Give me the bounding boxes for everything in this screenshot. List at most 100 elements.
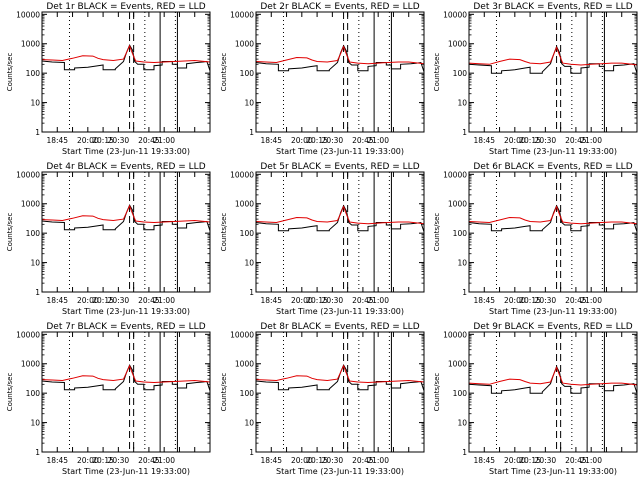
y-tick-label: 100	[26, 69, 41, 78]
series-lld-line	[41, 364, 211, 384]
y-tick-label: 10000	[16, 170, 40, 179]
y-tick-label: 10	[30, 99, 40, 108]
x-tick-label: 18:45	[260, 296, 282, 305]
y-tick-label: 10000	[443, 10, 467, 19]
y-tick-label: 100	[453, 229, 468, 238]
x-tick-label: 21:00	[153, 456, 175, 465]
y-tick-label: 1000	[21, 200, 40, 209]
series-lld-line	[41, 44, 211, 64]
y-tick-label: 10	[244, 419, 254, 428]
y-tick-label: 100	[26, 389, 41, 398]
x-tick-label: 18:45	[260, 456, 282, 465]
y-tick-label: 10000	[230, 10, 254, 19]
x-axis-label: Start Time (23-Jun-11 19:33:00)	[62, 467, 190, 476]
x-axis-label: Start Time (23-Jun-11 19:33:00)	[489, 307, 617, 316]
y-tick-label: 1000	[448, 40, 467, 49]
x-tick-label: 20:45	[565, 296, 587, 305]
series-lld-line	[255, 364, 425, 384]
y-tick-label: 1	[35, 128, 40, 137]
x-tick-label: 20:00	[291, 296, 313, 305]
series-events-line	[41, 43, 211, 71]
panel-title: Det 4r BLACK = Events, RED = LLD	[46, 162, 205, 172]
x-tick-label: 18:45	[473, 456, 495, 465]
y-axis-label: Counts/sec	[6, 53, 14, 92]
x-tick-label: 20:15	[92, 296, 114, 305]
panel-6: Det 6r BLACK = Events, RED = LLD Counts/s…	[433, 162, 638, 316]
panel-title: Det 7r BLACK = Events, RED = LLD	[46, 322, 205, 332]
x-tick-label: 18:45	[473, 136, 495, 145]
x-tick-label: 21:00	[153, 136, 175, 145]
x-tick-label: 20:15	[92, 136, 114, 145]
series-events-line	[41, 363, 211, 391]
panel-3: Det 3r BLACK = Events, RED = LLD Counts/s…	[433, 2, 638, 156]
x-axis-label: Start Time (23-Jun-11 19:33:00)	[62, 307, 190, 316]
y-axis-label: Counts/sec	[220, 53, 228, 92]
x-tick-label: 21:00	[580, 296, 602, 305]
x-tick-label: 20:15	[306, 296, 328, 305]
panel-4: Det 4r BLACK = Events, RED = LLD Counts/s…	[6, 162, 211, 316]
y-tick-label: 10000	[16, 10, 40, 19]
panel-9: Det 9r BLACK = Events, RED = LLD Counts/s…	[433, 322, 638, 476]
series-lld-line	[255, 205, 425, 225]
panel-title: Det 9r BLACK = Events, RED = LLD	[473, 322, 632, 332]
x-tick-label: 20:30	[535, 296, 557, 305]
series-events-line	[468, 45, 638, 74]
x-axis-label: Start Time (23-Jun-11 19:33:00)	[62, 147, 190, 156]
y-tick-label: 1000	[235, 200, 254, 209]
y-tick-label: 10	[457, 99, 467, 108]
series-lld-line	[41, 204, 211, 224]
x-tick-label: 21:00	[367, 456, 389, 465]
y-tick-label: 1000	[235, 40, 254, 49]
plot-frame	[468, 331, 638, 453]
y-tick-label: 100	[240, 389, 255, 398]
x-axis-label: Start Time (23-Jun-11 19:33:00)	[276, 147, 404, 156]
y-tick-label: 1	[249, 128, 254, 137]
x-tick-label: 20:00	[291, 456, 313, 465]
y-axis-label: Counts/sec	[220, 373, 228, 412]
series-lld-line	[468, 366, 638, 386]
x-tick-label: 20:00	[291, 136, 313, 145]
series-lld-line	[468, 205, 638, 225]
series-events-line	[41, 203, 211, 231]
x-tick-label: 21:00	[367, 296, 389, 305]
x-tick-label: 20:30	[322, 296, 344, 305]
x-axis-label: Start Time (23-Jun-11 19:33:00)	[276, 307, 404, 316]
plot-frame	[468, 171, 638, 293]
x-tick-label: 20:30	[535, 456, 557, 465]
x-tick-label: 20:45	[565, 456, 587, 465]
y-axis-label: Counts/sec	[433, 373, 441, 412]
x-tick-label: 20:00	[77, 296, 99, 305]
x-tick-label: 20:00	[77, 456, 99, 465]
x-tick-label: 18:45	[46, 456, 68, 465]
x-tick-label: 20:45	[138, 136, 160, 145]
plot-frame	[255, 11, 425, 133]
panel-5: Det 5r BLACK = Events, RED = LLD Counts/s…	[220, 162, 425, 316]
y-tick-label: 10	[457, 419, 467, 428]
y-tick-label: 10	[30, 419, 40, 428]
x-tick-label: 20:00	[504, 136, 526, 145]
x-tick-label: 21:00	[580, 136, 602, 145]
x-tick-label: 20:30	[108, 456, 130, 465]
x-axis-label: Start Time (23-Jun-11 19:33:00)	[276, 467, 404, 476]
x-axis-label: Start Time (23-Jun-11 19:33:00)	[489, 467, 617, 476]
panel-1: Det 1r BLACK = Events, RED = LLD Counts/s…	[6, 2, 211, 156]
x-tick-label: 20:45	[352, 296, 374, 305]
y-tick-label: 10000	[443, 330, 467, 339]
x-tick-label: 20:30	[108, 296, 130, 305]
y-axis-label: Counts/sec	[6, 373, 14, 412]
x-tick-label: 20:45	[352, 136, 374, 145]
x-tick-label: 20:30	[108, 136, 130, 145]
y-tick-label: 10	[30, 259, 40, 268]
y-tick-label: 100	[453, 389, 468, 398]
plot-frame	[41, 11, 211, 133]
panel-2: Det 2r BLACK = Events, RED = LLD Counts/s…	[220, 2, 425, 156]
y-tick-label: 100	[26, 229, 41, 238]
x-tick-label: 20:45	[138, 456, 160, 465]
y-tick-label: 1000	[235, 360, 254, 369]
y-tick-label: 1	[462, 448, 467, 457]
y-tick-label: 10000	[230, 330, 254, 339]
y-tick-label: 100	[240, 69, 255, 78]
x-tick-label: 20:30	[322, 136, 344, 145]
x-tick-label: 20:15	[306, 136, 328, 145]
